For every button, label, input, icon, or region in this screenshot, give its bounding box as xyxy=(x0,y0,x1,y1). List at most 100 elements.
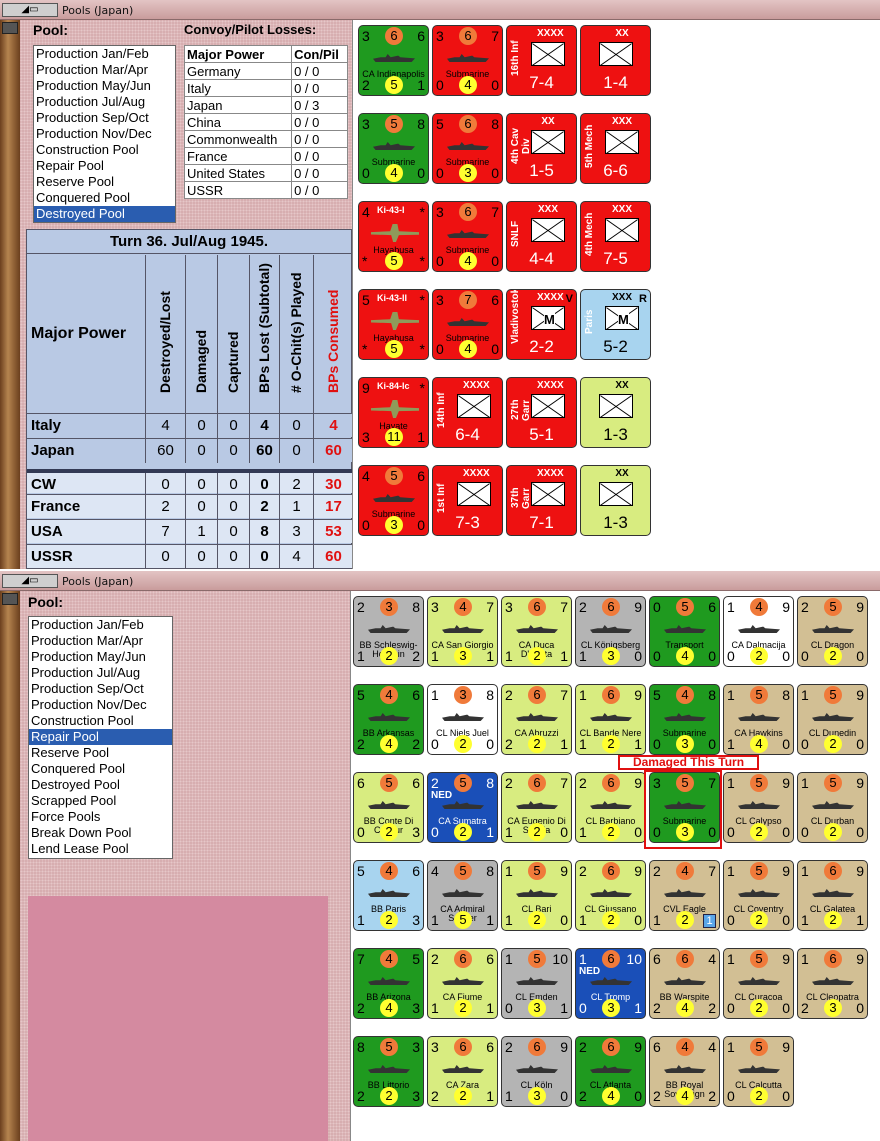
unit-counter[interactable]: 1 4 9 CA Dalmacija 0 2 0 xyxy=(723,596,794,667)
unit-counter[interactable]: XXXX 14th Inf 6-4 xyxy=(432,377,503,448)
unit-counter[interactable]: XXXX 16th Inf 7-4 xyxy=(506,25,577,96)
unit-counter[interactable]: 3 6 7 Submarine 0 4 0 xyxy=(432,201,503,272)
unit-counter[interactable]: 2 6 9 CL Barbiano 1 2 0 xyxy=(575,772,646,843)
pool-list-item[interactable]: Reserve Pool xyxy=(31,745,110,760)
pool-list-item[interactable]: Production Mar/Apr xyxy=(36,62,148,77)
unit-counter[interactable]: 2 5 8 CA Sumatra 0 2 1 NED xyxy=(427,772,498,843)
unit-counter[interactable]: 3 5 7 Submarine 0 3 0 xyxy=(649,772,720,843)
pool-list-item[interactable]: Production Jul/Aug xyxy=(31,665,141,680)
unit-counter[interactable]: XXXX 27th Garr 5-1 xyxy=(506,377,577,448)
pool-list-item[interactable]: Break Down Pool xyxy=(31,825,132,840)
unit-counter[interactable]: 1 5 9 CL Coventry 0 2 0 xyxy=(723,860,794,931)
unit-counter[interactable]: 1 5 9 CL Curacoa 0 2 0 xyxy=(723,948,794,1019)
unit-counter[interactable]: 6 6 4 BB Warspite 2 4 2 xyxy=(649,948,720,1019)
unit-counter[interactable]: 1 6 9 CL Bande Nere 1 2 1 xyxy=(575,684,646,755)
unit-counter[interactable]: 2 6 9 CL Köln 1 3 0 xyxy=(501,1036,572,1107)
unit-counter[interactable]: 1 6 10 CL Tromp 0 3 1 NED xyxy=(575,948,646,1019)
unit-counter[interactable]: 2 5 9 CL Dragon 0 2 0 xyxy=(797,596,868,667)
unit-counter[interactable]: 1 6 9 CL Cleopatra 2 3 0 xyxy=(797,948,868,1019)
unit-counter[interactable]: 2 6 6 CA Fiume 1 2 1 xyxy=(427,948,498,1019)
unit-counter[interactable]: 0 5 6 Transport 0 4 0 xyxy=(649,596,720,667)
unit-counter[interactable]: XXX SNLF 4-4 xyxy=(506,201,577,272)
unit-counter[interactable]: 1 5 8 CA Hawkins 1 4 0 xyxy=(723,684,794,755)
unit-counter[interactable]: 2 6 9 CL Atlanta 2 4 0 xyxy=(575,1036,646,1107)
pool-list-item[interactable]: Production Sep/Oct xyxy=(31,681,144,696)
pool-list-item[interactable]: Production Nov/Dec xyxy=(36,126,152,141)
unit-counter[interactable]: 5 4 6 BB Arkansas 2 4 2 xyxy=(353,684,424,755)
unit-counter[interactable]: 3 6 6 CA Indianapolis 2 5 1 xyxy=(358,25,429,96)
pool-list-item[interactable]: Destroyed Pool xyxy=(31,777,120,792)
pool-list-item[interactable]: Production Jul/Aug xyxy=(36,94,146,109)
counter-bottom-value: 2 xyxy=(528,647,546,665)
bottom-titlebar[interactable]: ◢▭ Pools (Japan) xyxy=(0,571,880,591)
unit-counter[interactable]: 1 5 9 CL Dunedin 0 2 0 xyxy=(797,684,868,755)
unit-counter[interactable]: 1 3 8 CL Niels Juel 0 2 0 xyxy=(427,684,498,755)
unit-counter[interactable]: 2 6 7 CA Abruzzi 2 2 1 xyxy=(501,684,572,755)
pool-list-item[interactable]: Repair Pool xyxy=(29,729,172,745)
unit-counter[interactable]: XX 1-3 xyxy=(580,377,651,448)
unit-counter[interactable]: 1 5 9 CL Calypso 0 2 0 xyxy=(723,772,794,843)
unit-counter[interactable]: 3 6 6 CA Zara 2 2 1 xyxy=(427,1036,498,1107)
unit-counter[interactable]: XXXX 1st Inf 7-3 xyxy=(432,465,503,536)
unit-counter[interactable]: 4 5 6 Submarine 0 3 0 xyxy=(358,465,429,536)
unit-counter[interactable]: 3 7 6 Submarine 0 4 0 xyxy=(432,289,503,360)
unit-counter[interactable]: 2 4 7 CVL Eagle 1 2 1 xyxy=(649,860,720,931)
pool-list-item[interactable]: Repair Pool xyxy=(36,158,104,173)
unit-counter[interactable]: 5 Ki-43-II * Hayabusa * 5 * xyxy=(358,289,429,360)
unit-counter[interactable]: XXXX Vladivostok M V 2-2 xyxy=(506,289,577,360)
top-pool-list[interactable]: Production Jan/Feb Production Mar/Apr Prod… xyxy=(33,45,176,223)
pool-list-item[interactable]: Force Pools xyxy=(31,809,101,824)
unit-counter[interactable]: XX 1-3 xyxy=(580,465,651,536)
unit-counter[interactable]: 7 4 5 BB Arizona 2 4 3 xyxy=(353,948,424,1019)
pool-list-item[interactable]: Production May/Jun xyxy=(31,649,146,664)
unit-counter[interactable]: 5 4 6 BB Paris 1 2 3 xyxy=(353,860,424,931)
unit-counter[interactable]: 1 5 9 CL Durban 0 2 0 xyxy=(797,772,868,843)
unit-counter[interactable]: XXX Paris M R 5-2 xyxy=(580,289,651,360)
unit-counter[interactable]: XXX 5th Mech 6-6 xyxy=(580,113,651,184)
pool-list-item[interactable]: Lend Lease Pool xyxy=(31,841,129,856)
unit-strength: 6-4 xyxy=(455,425,480,444)
pool-list-item[interactable]: Production Mar/Apr xyxy=(31,633,143,648)
pool-list-item[interactable]: Reserve Pool xyxy=(36,174,115,189)
unit-counter[interactable]: 1 5 9 CL Calcutta 0 2 0 xyxy=(723,1036,794,1107)
unit-counter[interactable]: XX 1-4 xyxy=(580,25,651,96)
unit-counter[interactable]: 8 5 3 BB Littorio 2 2 3 xyxy=(353,1036,424,1107)
counter-bottom-value: 3 xyxy=(602,999,620,1017)
unit-counter[interactable]: 1 5 10 CL Emden 0 3 1 xyxy=(501,948,572,1019)
unit-counter[interactable]: XX 4th Cav Div 1-5 xyxy=(506,113,577,184)
unit-counter[interactable]: 5 6 8 Submarine 0 3 0 xyxy=(432,113,503,184)
unit-counter[interactable]: 1 6 9 CL Galatea 1 2 1 xyxy=(797,860,868,931)
top-titlebar[interactable]: ◢▭ Pools (Japan) xyxy=(0,0,880,20)
pool-list-item[interactable]: Production Nov/Dec xyxy=(31,697,147,712)
unit-counter[interactable]: 9 Ki-84-Ic * Hayate 3 11 1 xyxy=(358,377,429,448)
unit-counter[interactable]: 2 6 9 CL Giussano 1 2 0 xyxy=(575,860,646,931)
pool-list-item[interactable]: Production Jan/Feb xyxy=(36,46,149,61)
unit-counter[interactable]: 5 4 8 Submarine 0 3 0 xyxy=(649,684,720,755)
pool-list-item[interactable]: Construction Pool xyxy=(31,713,134,728)
pool-list-item[interactable]: Production May/Jun xyxy=(36,78,151,93)
pool-list-item[interactable]: Scrapped Pool xyxy=(31,793,117,808)
unit-counter[interactable]: 2 6 9 CL Königsberg 1 3 0 xyxy=(575,596,646,667)
unit-counter[interactable]: XXXX 37th Garr 7-1 xyxy=(506,465,577,536)
pool-list-item[interactable]: Conquered Pool xyxy=(36,190,130,205)
unit-counter[interactable]: XXX 4th Mech 7-5 xyxy=(580,201,651,272)
pool-list-item[interactable]: Conquered Pool xyxy=(31,761,125,776)
pool-list-item[interactable]: Construction Pool xyxy=(36,142,139,157)
pool-list-item[interactable]: Production Sep/Oct xyxy=(36,110,149,125)
pool-list-item[interactable]: Production Jan/Feb xyxy=(31,617,144,632)
unit-counter[interactable]: 3 4 7 CA San Giorgio 1 3 1 xyxy=(427,596,498,667)
unit-counter[interactable]: 3 6 7 Submarine 0 4 0 xyxy=(432,25,503,96)
unit-counter[interactable]: 1 5 9 CL Bari 1 2 0 xyxy=(501,860,572,931)
unit-counter[interactable]: 4 Ki-43-I * Hayabusa * 5 * xyxy=(358,201,429,272)
pool-list-item[interactable]: Destroyed Pool xyxy=(34,206,175,222)
window-menu-icon[interactable]: ◢▭ xyxy=(2,574,58,588)
bottom-pool-list[interactable]: Production Jan/Feb Production Mar/Apr Prod… xyxy=(28,616,173,859)
unit-counter[interactable]: 3 5 8 Submarine 0 4 0 xyxy=(358,113,429,184)
window-menu-icon[interactable]: ◢▭ xyxy=(2,3,58,17)
